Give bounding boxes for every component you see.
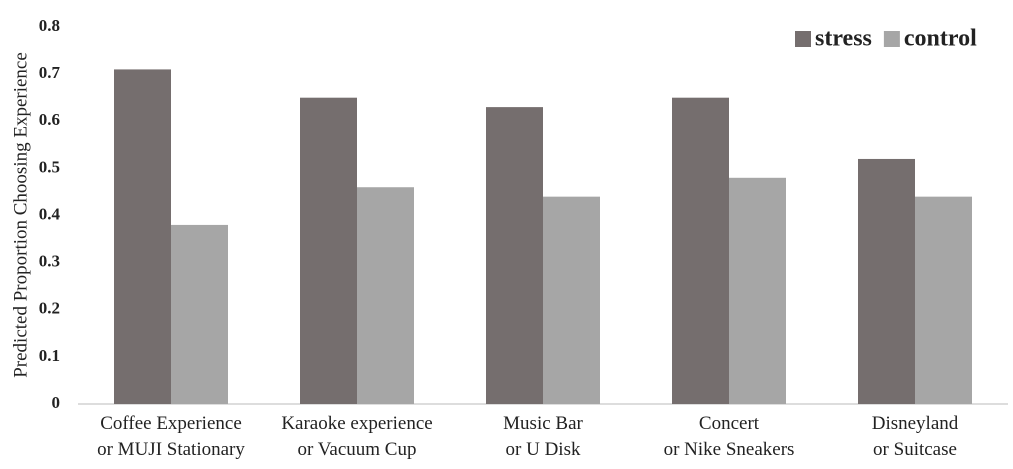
x-tick-label: Coffee Experience or MUJI Stationary [97,413,245,460]
bar [486,107,543,405]
y-tick-label: 0.4 [39,204,61,223]
legend-swatch [795,31,811,47]
bar [915,196,972,404]
y-tick-label: 0.5 [39,157,60,176]
y-tick-label: 0.6 [39,110,60,129]
legend-label: control [904,26,977,52]
y-tick-label: 0.8 [39,16,60,35]
legend-swatch [883,31,900,47]
bar [114,69,171,404]
y-tick-label: 0.3 [39,252,60,271]
y-tick-label: 0.1 [39,346,60,365]
x-tick-label: Disneyland or Suitcase [872,413,959,460]
y-tick-label: 0.7 [39,63,61,82]
bar [672,97,729,404]
bar [171,224,228,404]
bar [357,187,414,404]
x-tick-label: Karaoke experience or Vacuum Cup [281,413,432,460]
y-tick-label: 0.2 [39,299,60,318]
bar [543,196,600,404]
bar [300,97,357,404]
y-axis-label: Predicted Proportion Choosing Experience [10,52,31,378]
bar [858,158,915,404]
y-tick-label: 0 [52,393,61,412]
x-tick-label: Concert or Nike Sneakers [664,413,795,460]
legend-label: stress [815,26,872,52]
bar [729,177,786,404]
x-tick-label: Music Bar or U Disk [503,413,583,460]
